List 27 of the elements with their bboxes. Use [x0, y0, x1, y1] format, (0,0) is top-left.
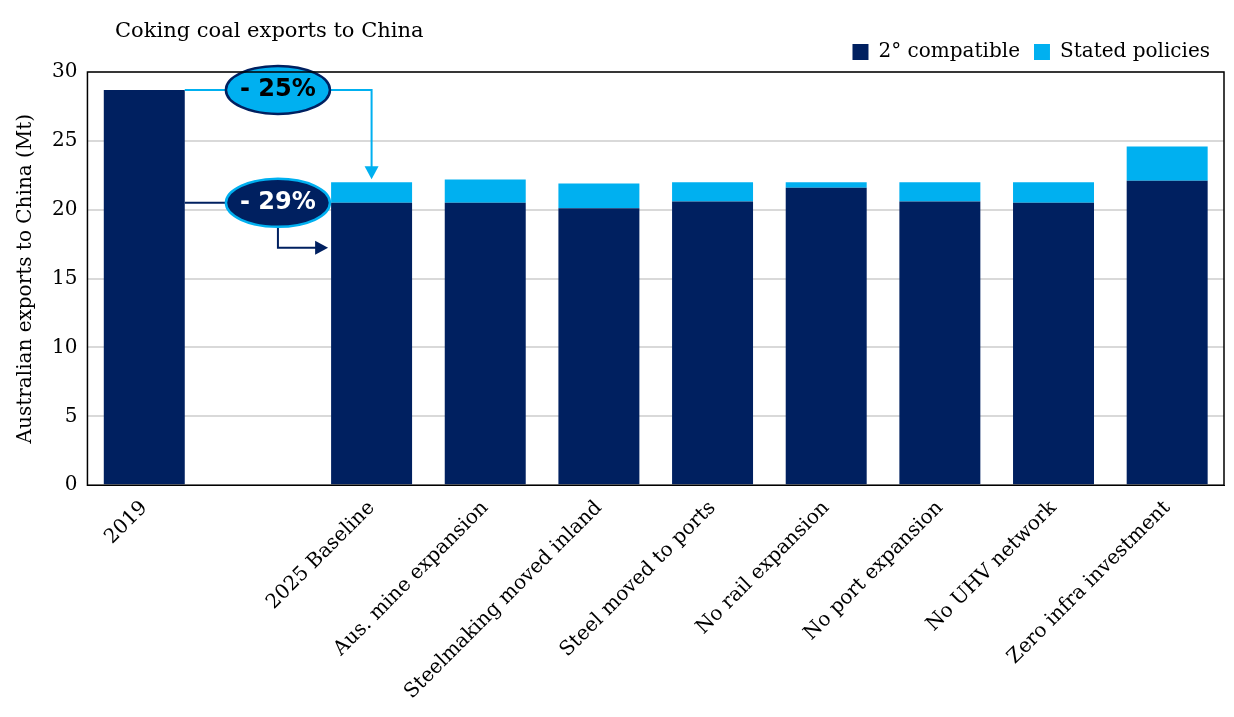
- bar: [558, 183, 640, 209]
- y-tick-label: 25: [52, 127, 78, 152]
- y-tick-label: 10: [52, 333, 78, 358]
- annotation: - 29%: [240, 187, 316, 216]
- bar: [672, 182, 754, 202]
- bar: [1013, 182, 1095, 203]
- bar: [785, 182, 867, 188]
- bar: [1013, 202, 1095, 485]
- bar: [558, 208, 640, 485]
- y-tick-label: 30: [52, 58, 78, 83]
- bar: [1126, 180, 1208, 485]
- y-tick-label: 0: [64, 471, 78, 496]
- y-tick-label: 5: [64, 402, 78, 427]
- legend-label: Stated policies: [1059, 38, 1210, 63]
- bar: [785, 187, 867, 485]
- bar: [672, 201, 754, 485]
- bar: [444, 179, 526, 203]
- y-axis-title: Australian exports to China (Mt): [12, 113, 37, 445]
- bar: [444, 202, 526, 485]
- chart-title: Coking coal exports to China: [115, 18, 424, 42]
- bar: [899, 182, 981, 202]
- bar: [1126, 146, 1208, 181]
- y-tick-label: 15: [52, 264, 78, 289]
- y-tick-label: 20: [52, 195, 78, 220]
- bar: [899, 201, 981, 485]
- legend-label: 2° compatible: [878, 38, 1020, 63]
- annotation: - 25%: [240, 74, 316, 103]
